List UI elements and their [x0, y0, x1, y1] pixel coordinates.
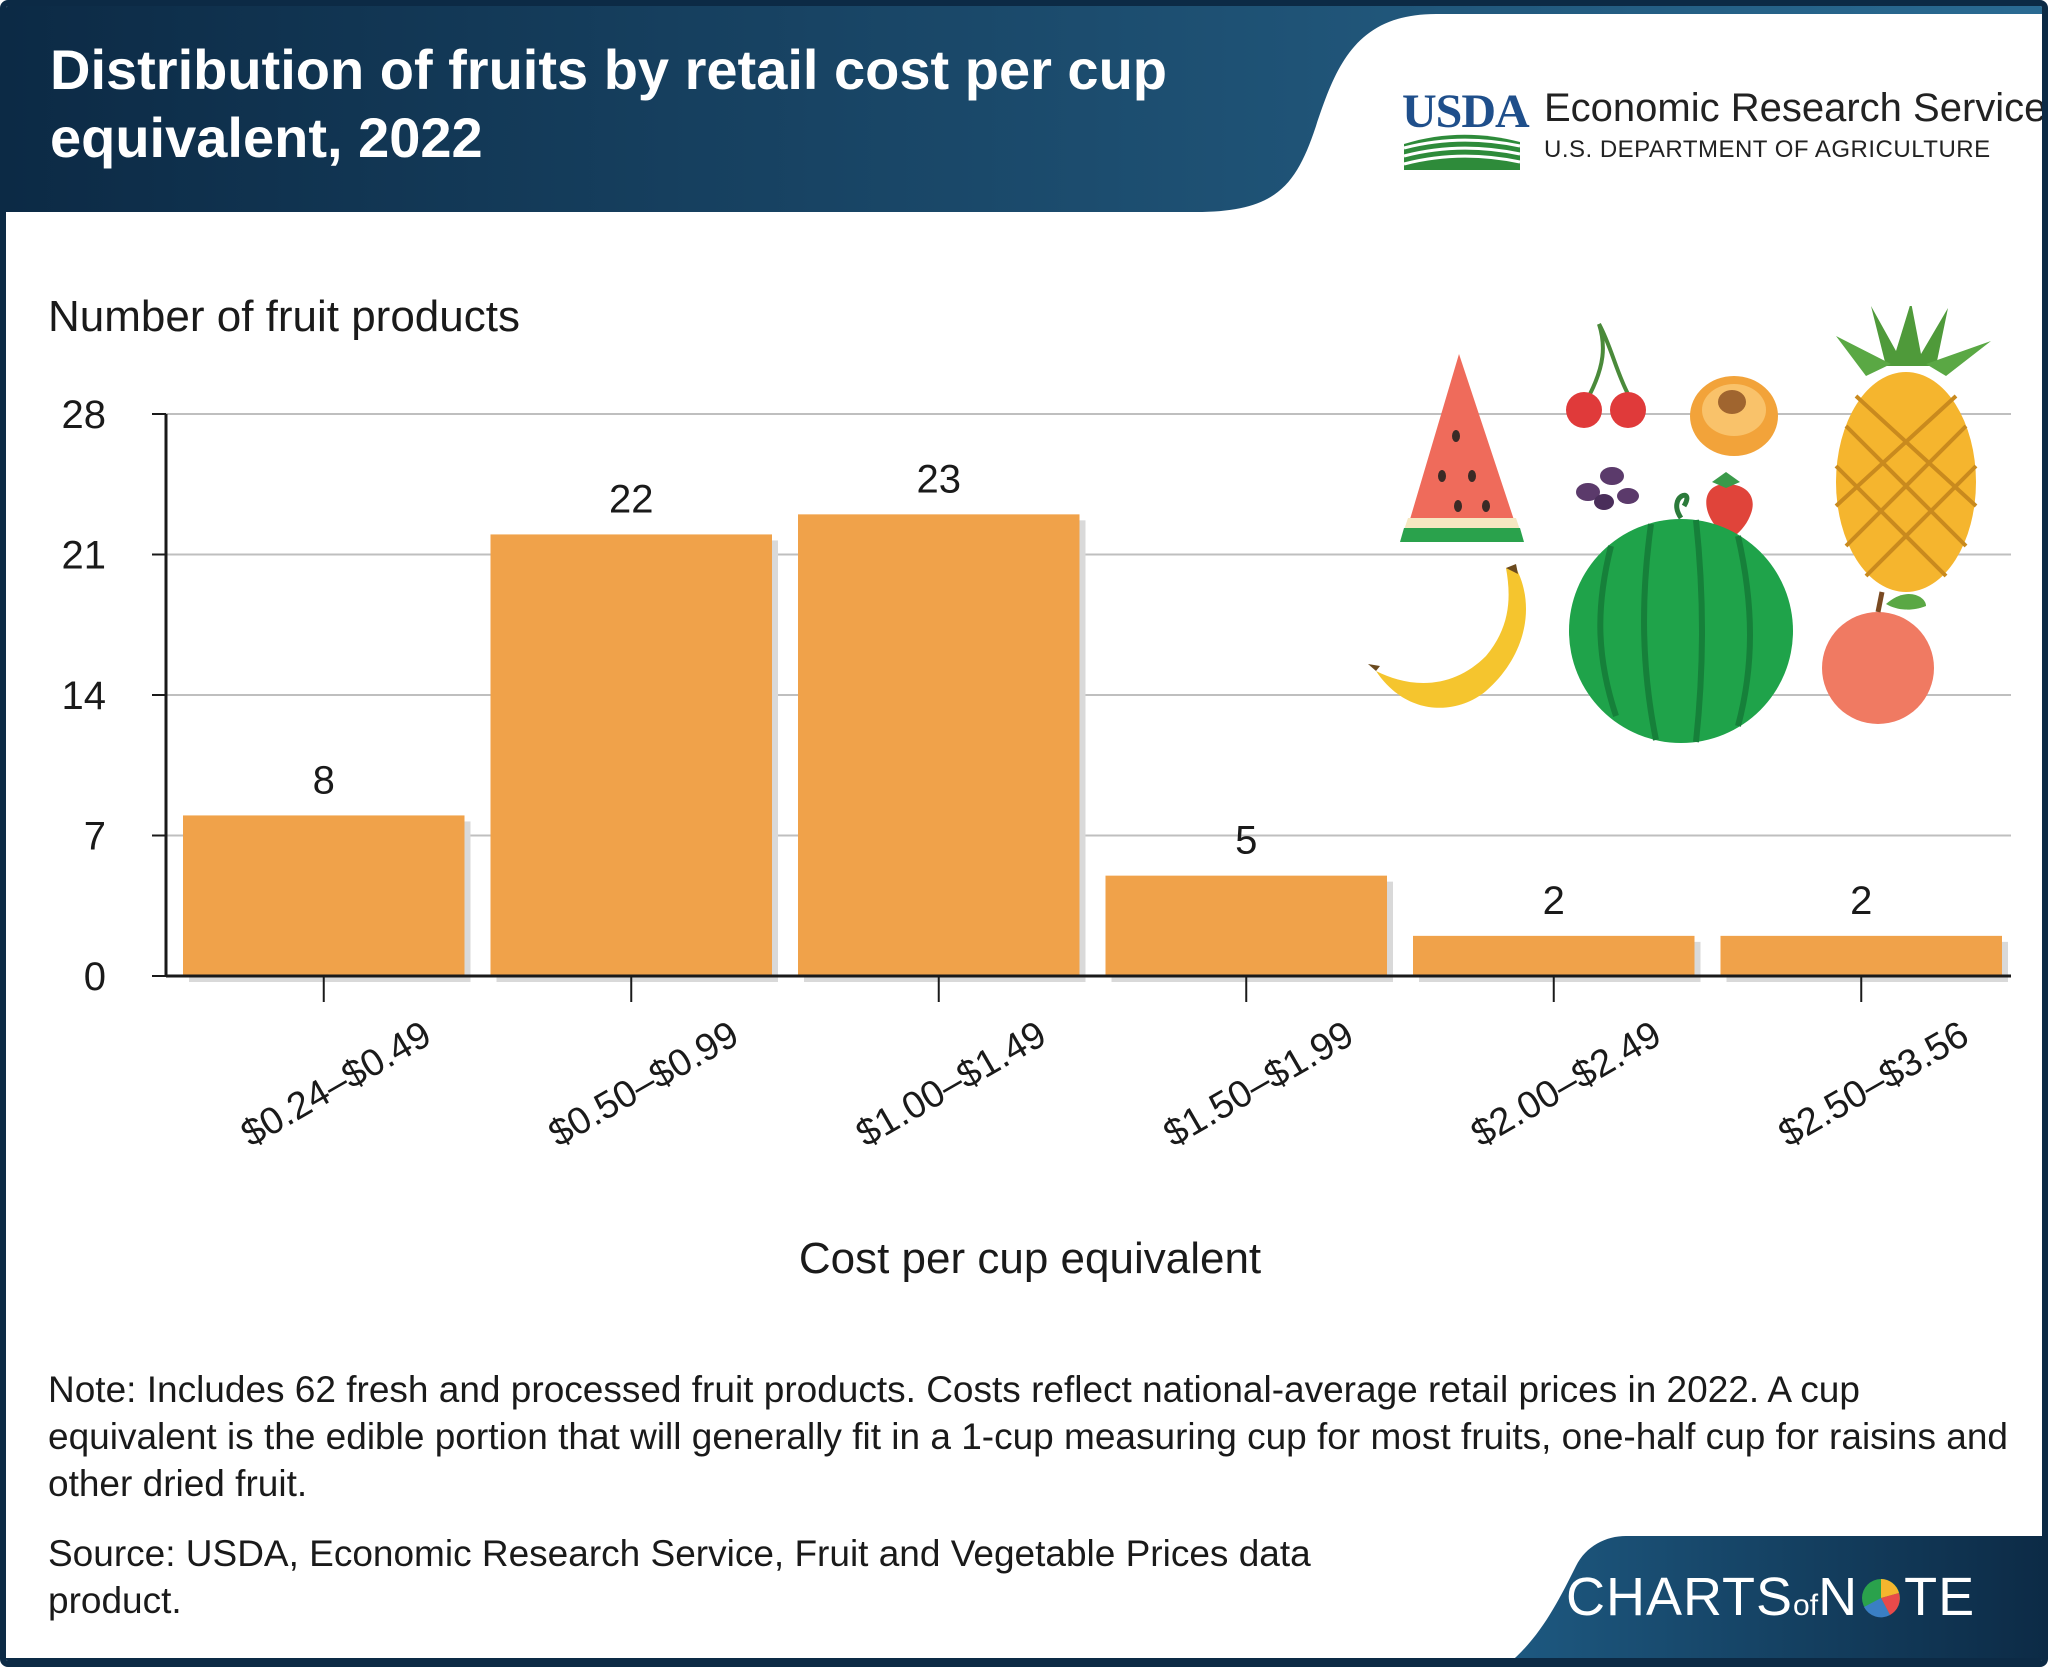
data-label: 2	[1543, 879, 1565, 923]
department-name: U.S. DEPARTMENT OF AGRICULTURE	[1544, 136, 1991, 163]
bar-chart: 071421288$0.24–$0.4922$0.50–$0.9923$1.00…	[62, 393, 2011, 1155]
peach-icon	[1690, 376, 1778, 456]
y-tick-label: 28	[62, 393, 107, 437]
brand-of: of	[1793, 1589, 1819, 1622]
y-axis-label: Number of fruit products	[48, 292, 520, 341]
footer-background	[6, 1536, 2042, 1661]
y-tick-label: 21	[62, 534, 107, 578]
x-axis-label: Cost per cup equivalent	[798, 1234, 1262, 1283]
agency-name: Economic Research Service	[1544, 86, 2047, 130]
bar	[1720, 935, 2002, 976]
data-label: 2	[1850, 879, 1872, 923]
strawberry-icon	[1706, 472, 1753, 538]
pie-chart-icon	[1862, 1579, 1901, 1618]
watermelon-icon	[1569, 492, 1793, 743]
data-label: 23	[917, 457, 962, 501]
fruit-illustration	[1368, 306, 1991, 743]
raisins-icon	[1576, 467, 1639, 510]
usda-ers-logo: USDA Economic Research Service U.S. DEPA…	[1402, 84, 2042, 174]
y-tick-label: 14	[62, 674, 107, 718]
bar	[183, 815, 465, 976]
chart-source: Source: USDA, Economic Research Service,…	[48, 1533, 1311, 1621]
bar	[1413, 935, 1695, 976]
usda-logo-icon: USDA	[1402, 85, 1530, 138]
bar	[1105, 875, 1387, 976]
pineapple-icon	[1834, 306, 1991, 592]
bar	[798, 514, 1080, 976]
data-label: 5	[1235, 819, 1257, 863]
header-background	[6, 6, 2042, 212]
apple-icon	[1822, 591, 1934, 724]
cherries-icon	[1566, 323, 1646, 428]
y-tick-label: 0	[84, 955, 106, 999]
data-label: 8	[313, 758, 335, 802]
brand-n: N	[1818, 1567, 1859, 1627]
brand-charts: CHARTS	[1566, 1567, 1794, 1627]
y-tick-label: 7	[84, 815, 106, 859]
chart-note: Note: Includes 62 fresh and processed fr…	[48, 1369, 2008, 1504]
brand-te: TE	[1904, 1567, 1976, 1627]
bar	[490, 534, 772, 976]
watermelon-slice-icon	[1400, 354, 1524, 542]
banana-icon	[1368, 564, 1526, 708]
data-label: 22	[609, 477, 654, 521]
usda-swoosh-icon	[1403, 134, 1521, 170]
chart-title: Distribution of fruits by retail cost pe…	[50, 38, 1167, 169]
charts-of-note-brand: CHARTSofN TE	[1566, 1566, 1975, 1628]
